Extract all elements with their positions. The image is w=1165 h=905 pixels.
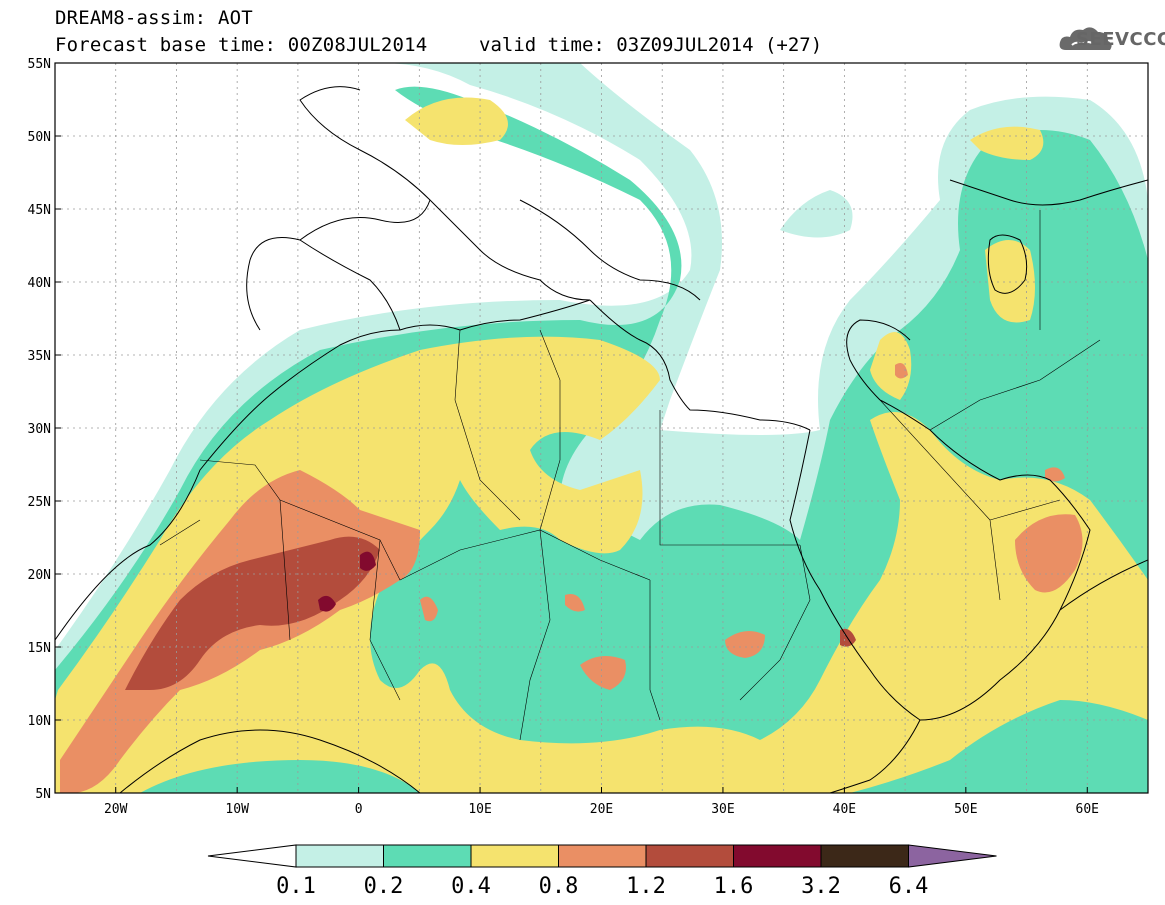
coastlines xyxy=(55,86,1148,793)
lon-label: 10E xyxy=(468,802,491,817)
lat-label: 55N xyxy=(28,57,51,72)
colorbar-label: 0.8 xyxy=(539,874,579,899)
lat-label: 10N xyxy=(28,714,51,729)
colorbar-box xyxy=(383,844,472,868)
colorbar-labels: 0.1 0.2 0.4 0.8 1.2 1.6 3.2 6.4 xyxy=(276,874,928,899)
colorbar-box xyxy=(295,844,384,868)
country-borders xyxy=(159,210,1101,741)
colorbar-box xyxy=(558,844,647,868)
lat-label: 50N xyxy=(28,130,51,145)
lat-label: 35N xyxy=(28,349,51,364)
lon-label: 30E xyxy=(711,802,734,817)
lon-label: 10W xyxy=(225,802,249,817)
valid-time: valid time: 03Z09JUL2014 (+27) xyxy=(479,34,823,56)
logo-text: SEEVCCC xyxy=(1076,29,1165,50)
lat-label: 15N xyxy=(28,641,51,656)
latitude-labels: 55N 50N 45N 40N 35N 30N 25N 20N 15N 10N 5N xyxy=(28,57,51,802)
colorbar-label: 1.2 xyxy=(626,874,666,899)
colorbar-box xyxy=(820,844,909,868)
colorbar-under-triangle xyxy=(207,844,297,868)
colorbar-over-triangle xyxy=(908,844,997,868)
lon-label: 60E xyxy=(1076,802,1099,817)
longitude-labels: 20W 10W 0 10E 20E 30E 40E 50E 60E xyxy=(104,802,1099,817)
axis-ticks xyxy=(55,62,1088,794)
lon-label: 20E xyxy=(590,802,613,817)
lon-label: 50E xyxy=(954,802,977,817)
colorbar-box xyxy=(733,844,822,868)
lat-label: 5N xyxy=(35,787,51,802)
map-title: DREAM8-assim: AOT xyxy=(55,7,253,29)
lon-label: 20W xyxy=(104,802,128,817)
colorbar-label: 3.2 xyxy=(801,874,841,899)
grid-lines xyxy=(55,63,1148,793)
colorbar-label: 0.1 xyxy=(276,874,316,899)
lat-label: 30N xyxy=(28,422,51,437)
colorbar-box xyxy=(645,844,734,868)
lat-label: 20N xyxy=(28,568,51,583)
lat-label: 40N xyxy=(28,276,51,291)
colorbar-box xyxy=(470,844,559,868)
lat-label: 45N xyxy=(28,203,51,218)
lat-label: 25N xyxy=(28,495,51,510)
colorbar-label: 1.6 xyxy=(714,874,754,899)
cloud-icon xyxy=(1059,27,1112,50)
colorbar-label: 0.4 xyxy=(451,874,491,899)
colorbar xyxy=(207,844,997,868)
lon-label: 40E xyxy=(833,802,856,817)
colorbar-label: 0.2 xyxy=(364,874,404,899)
colorbar-label: 6.4 xyxy=(889,874,929,899)
forecast-base-time: Forecast base time: 00Z08JUL2014 xyxy=(55,34,428,56)
lon-label: 0 xyxy=(355,802,363,817)
